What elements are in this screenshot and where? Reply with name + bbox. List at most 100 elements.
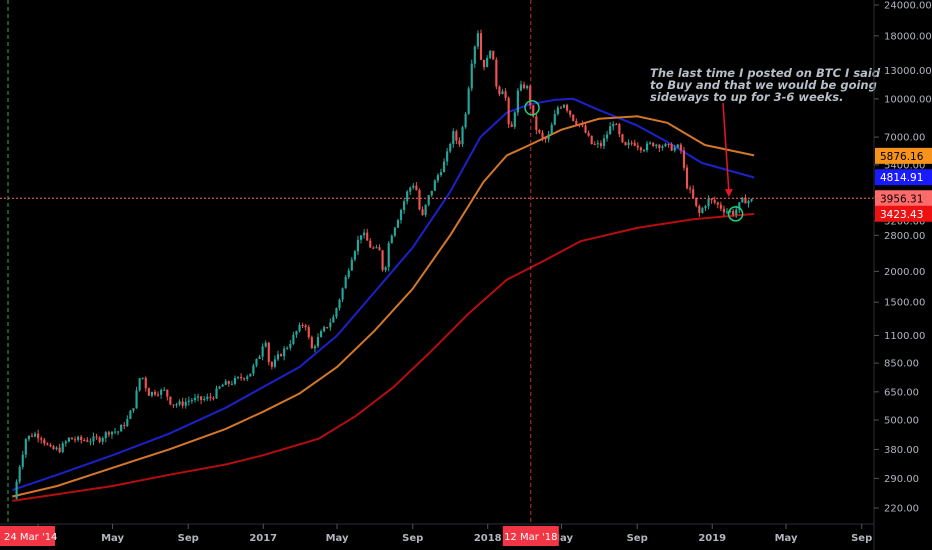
y-tick-label: 3200.00	[884, 216, 925, 227]
candle-body	[679, 144, 682, 151]
x-tick-label: May	[101, 533, 124, 544]
y-tick-label: 1500.00	[884, 298, 925, 309]
candle-body	[707, 198, 710, 207]
candle-body	[556, 107, 559, 115]
candle-body	[461, 127, 464, 145]
candle-body	[436, 175, 439, 181]
candle-body	[630, 142, 633, 144]
x-tick-label: May	[326, 533, 349, 544]
candle-body	[566, 104, 569, 111]
candle-body	[270, 362, 273, 367]
y-tick-label: 290.00	[884, 474, 919, 485]
series-layer	[11, 29, 755, 502]
candle-body	[341, 288, 344, 300]
candle-body	[639, 147, 642, 151]
y-tick-label: 24000.00	[884, 1, 932, 12]
candle-body	[359, 235, 363, 240]
price-badge	[875, 147, 932, 164]
candle-body	[313, 346, 316, 349]
candle-body	[596, 143, 599, 145]
candle-body	[295, 331, 298, 335]
annotation-arrow-line	[722, 102, 730, 192]
candle-body	[504, 91, 507, 98]
candle-body	[193, 397, 197, 401]
candle-body	[27, 435, 30, 440]
candle-body	[661, 146, 664, 148]
candle-body	[393, 227, 396, 236]
candle-body	[427, 195, 430, 205]
candle-body	[67, 437, 70, 442]
candle-body	[701, 208, 704, 214]
price-badge-label: 3956.31	[880, 193, 923, 205]
candle-body	[519, 84, 523, 91]
candle-body	[276, 354, 280, 360]
candle-body	[550, 124, 553, 135]
candle-body	[147, 388, 150, 396]
candle-body	[77, 436, 80, 440]
candle-body	[236, 377, 240, 379]
candle-body	[516, 90, 519, 113]
candle-body	[581, 124, 584, 126]
candle-body	[101, 438, 104, 442]
candle-body	[470, 63, 473, 89]
candle-body	[599, 143, 602, 146]
candle-body	[593, 144, 596, 146]
candle-body	[323, 327, 326, 332]
annotation-text-line: to Buy and that we would be going	[650, 78, 877, 92]
price-badge	[875, 190, 932, 207]
candle-body	[212, 397, 215, 399]
candle-body	[363, 232, 366, 236]
candle-body	[258, 356, 261, 359]
candle-body	[572, 114, 575, 121]
candle-body	[203, 398, 206, 400]
candle-body	[455, 131, 458, 141]
y-tick-label: 18000.00	[884, 31, 932, 42]
candle-body	[446, 151, 449, 162]
candle-body	[449, 143, 452, 152]
candle-body	[80, 436, 83, 440]
candle-body	[310, 337, 313, 349]
candle-body	[21, 454, 24, 467]
candle-body	[458, 140, 461, 145]
candle-body	[18, 466, 21, 482]
x-tick-label: 2018	[474, 533, 502, 544]
candle-body	[187, 400, 190, 402]
candle-body	[406, 191, 409, 202]
candle-body	[424, 204, 427, 215]
candle-body	[605, 134, 609, 139]
candle-body	[190, 400, 193, 402]
candle-body	[732, 210, 735, 215]
price-labels: 5876.16 4814.91 3956.31 3423.43	[875, 147, 932, 222]
candle-body	[476, 33, 479, 47]
candle-body	[633, 142, 636, 146]
moving-average-line-1	[11, 97, 755, 492]
candle-body	[372, 247, 375, 249]
annotation-arrow-head	[724, 189, 733, 198]
x-tick-label: Sep	[851, 533, 872, 544]
candle-body	[384, 267, 387, 271]
price-badge	[875, 169, 932, 186]
candle-body	[716, 202, 719, 205]
candle-body	[636, 145, 639, 148]
candle-body	[396, 220, 400, 228]
y-tick-label: 2800.00	[884, 231, 925, 242]
candle-body	[649, 142, 652, 144]
candle-body	[132, 408, 135, 411]
candle-body	[46, 443, 49, 445]
y-tick-label: 7000.00	[884, 133, 925, 144]
candle-body	[86, 440, 89, 442]
candle-body	[412, 185, 415, 188]
candle-body	[184, 401, 187, 406]
price-badge-label: 4814.91	[880, 172, 923, 184]
candle-body	[612, 124, 615, 127]
candle-body	[83, 439, 86, 441]
candle-body	[562, 104, 566, 108]
annotation-text-line: The last time I posted on BTC I said	[650, 66, 881, 80]
candle-body	[209, 396, 212, 398]
candle-body	[501, 91, 504, 95]
candle-body	[618, 124, 621, 135]
candle-body	[369, 240, 372, 248]
candle-body	[689, 188, 692, 190]
